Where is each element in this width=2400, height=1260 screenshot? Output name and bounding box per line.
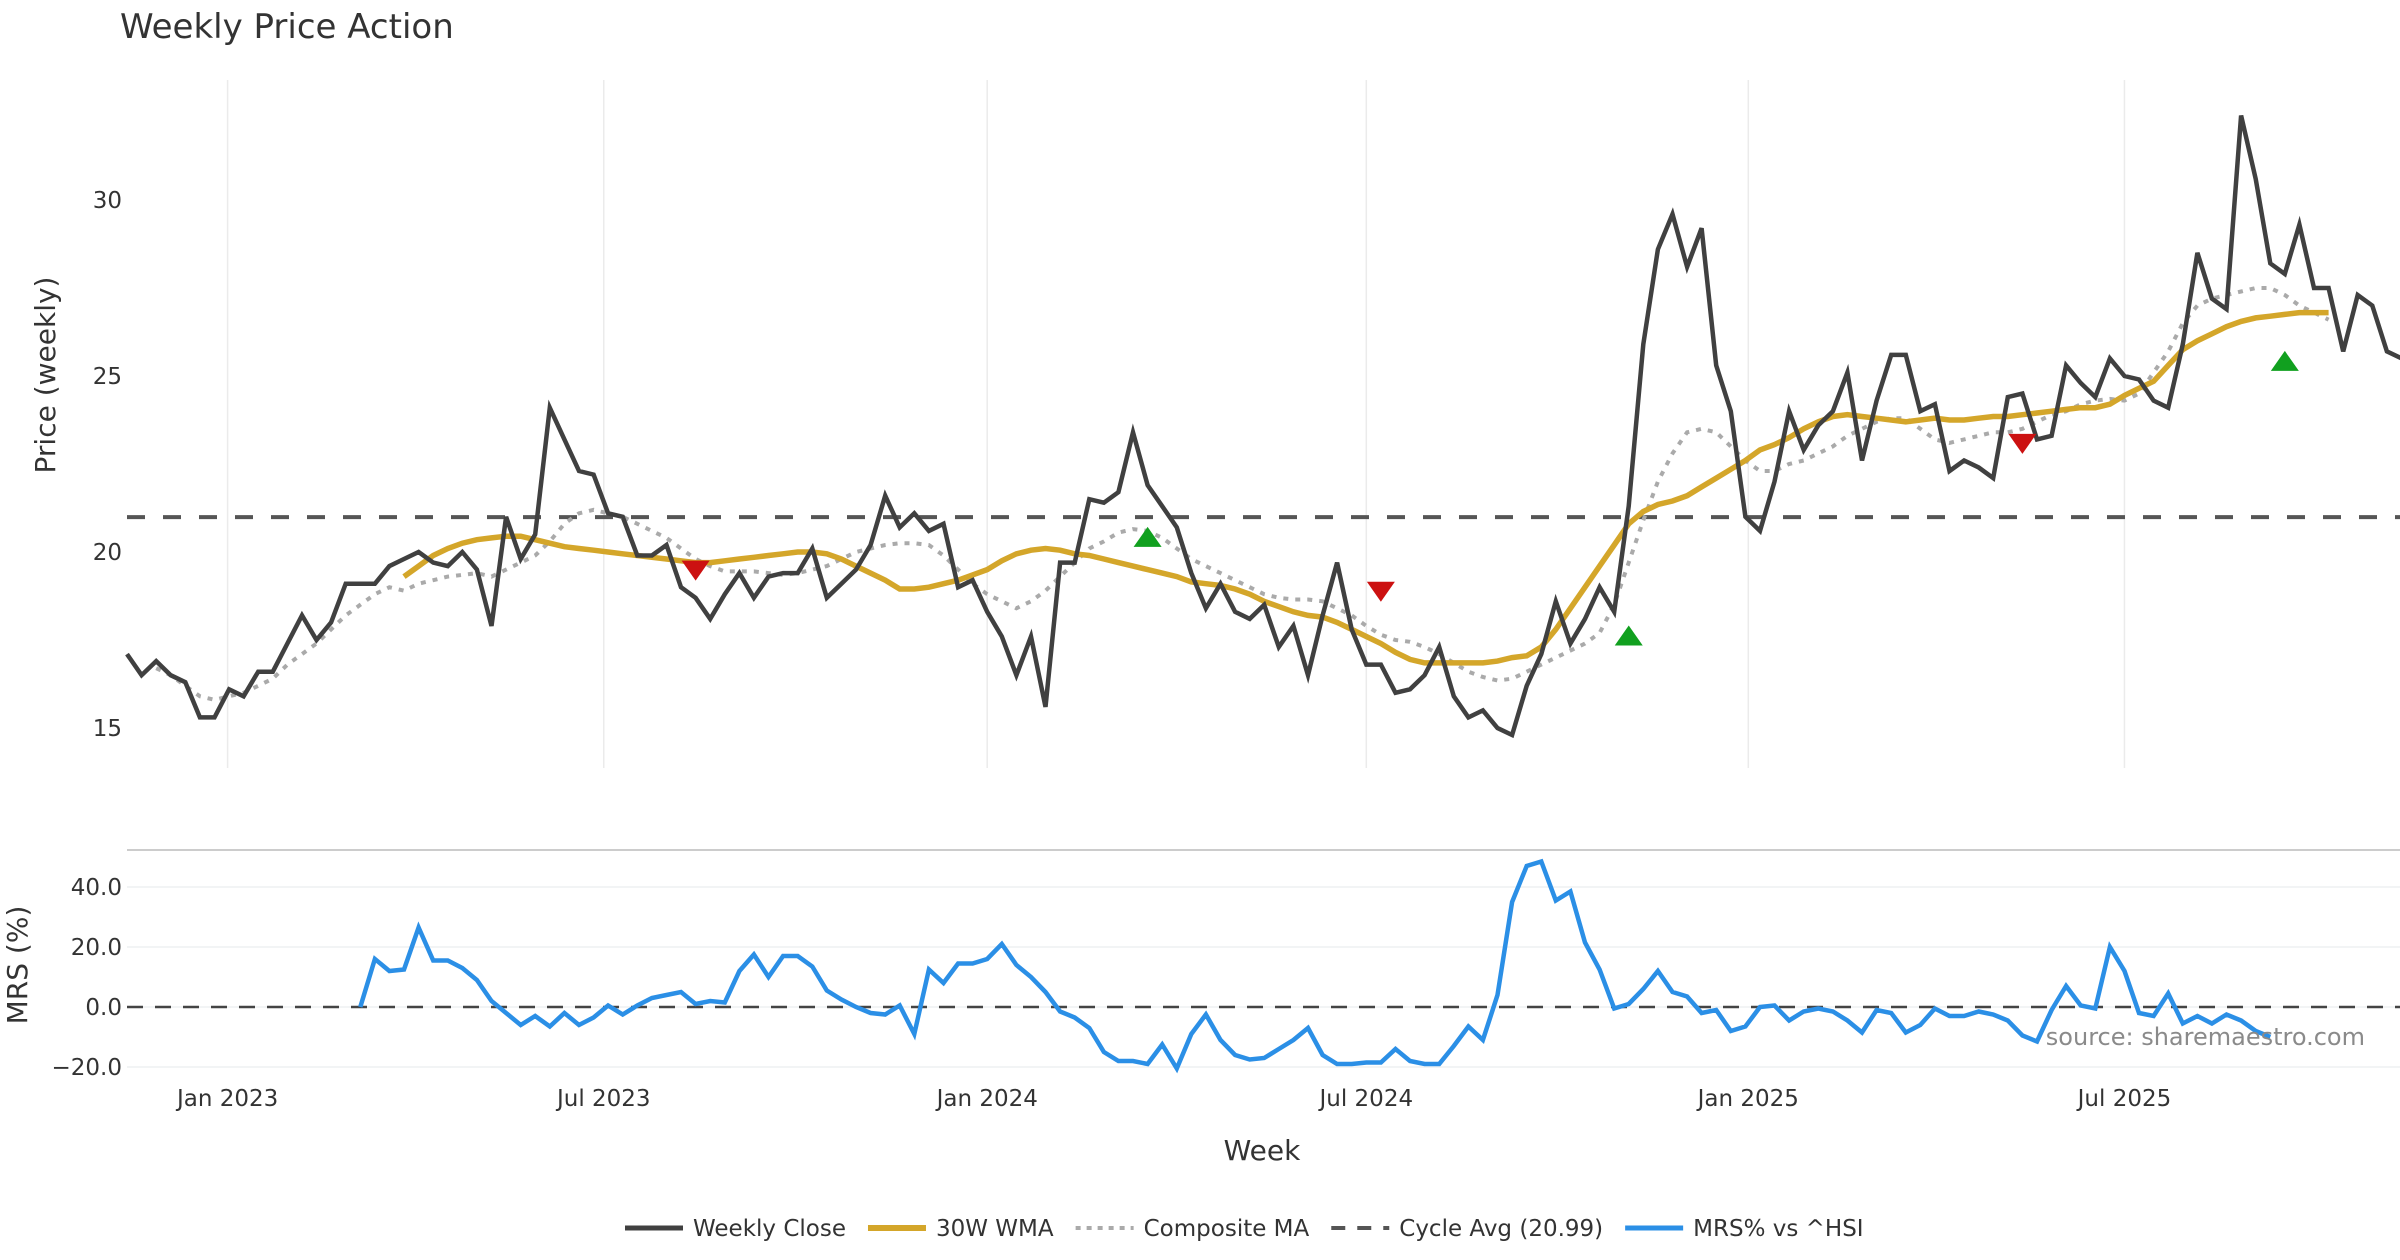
mrs-y-ticks: 40.0 20.0 0.0 −20.0 (52, 875, 122, 1081)
legend-label: 30W WMA (936, 1216, 1054, 1242)
mrs-y-tick-label: 40.0 (71, 875, 122, 901)
legend-label: MRS% vs ^HSI (1693, 1216, 1863, 1242)
x-tick-label: Jan 2023 (175, 1086, 278, 1112)
source-label: source: sharemaestro.com (2046, 1023, 2365, 1051)
legend-item: Cycle Avg (20.99) (1331, 1216, 1603, 1242)
sell-signal-marker (2008, 433, 2037, 454)
x-tick-label: Jan 2024 (935, 1086, 1038, 1112)
mrs-line (358, 858, 2272, 1074)
price-grid (226, 80, 2126, 768)
chart-title: Weekly Price Action (120, 7, 454, 47)
mrs-series-group (127, 858, 2400, 1074)
mrs-y-tick-label: 20.0 (71, 935, 122, 961)
price-y-tick-label: 30 (93, 188, 122, 214)
price-y-tick-label: 25 (93, 364, 122, 390)
x-tick-label: Jul 2024 (1317, 1086, 1413, 1112)
x-tick-label: Jan 2025 (1696, 1086, 1799, 1112)
price-y-tick-label: 20 (93, 540, 122, 566)
price-axis-label: Price (weekly) (29, 277, 62, 474)
legend-item: MRS% vs ^HSI (1625, 1216, 1864, 1242)
weekly-close-line (125, 114, 2400, 739)
legend-item: 30W WMA (867, 1216, 1054, 1242)
mrs-grid (127, 886, 2400, 1068)
x-tick-label: Jul 2025 (2076, 1086, 2172, 1112)
legend: Weekly Close 30W WMA Composite MA Cycle Avg… (625, 1216, 1864, 1242)
legend-label: Weekly Close (693, 1216, 846, 1242)
price-y-ticks: 15 20 25 30 (93, 188, 122, 742)
mrs-axis-label: MRS (%) (1, 906, 34, 1025)
x-tick-label: Jul 2023 (555, 1086, 651, 1112)
buy-signal-marker (1614, 625, 1643, 646)
x-axis-label: Week (1224, 1134, 1301, 1167)
legend-label: Cycle Avg (20.99) (1399, 1216, 1603, 1242)
x-ticks: Jan 2023 Jul 2023 Jan 2024 Jul 2024 Jan 2025… (175, 1086, 2171, 1112)
mrs-y-tick-label: 0.0 (85, 995, 122, 1021)
composite-ma-line (155, 286, 2330, 702)
price-y-tick-label: 15 (93, 716, 122, 742)
signal-markers (681, 350, 2299, 646)
wma-30w-line (402, 309, 2329, 666)
buy-signal-marker (1133, 526, 1162, 547)
legend-item: Weekly Close (625, 1216, 846, 1242)
legend-item: Composite MA (1075, 1216, 1310, 1242)
legend-label: Composite MA (1144, 1216, 1310, 1242)
sell-signal-marker (1366, 581, 1395, 602)
price-series-group (125, 114, 2400, 739)
mrs-y-tick-label: −20.0 (52, 1055, 122, 1081)
buy-signal-marker (2270, 350, 2299, 371)
sell-signal-marker (681, 560, 710, 581)
